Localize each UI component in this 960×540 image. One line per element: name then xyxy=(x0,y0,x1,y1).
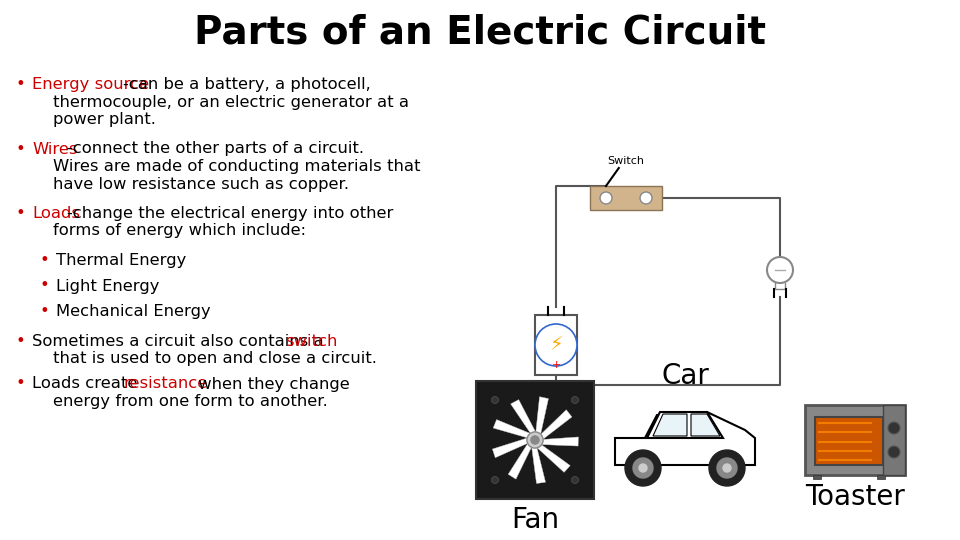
Text: -change the electrical energy into other: -change the electrical energy into other xyxy=(67,206,394,221)
FancyBboxPatch shape xyxy=(535,315,577,375)
Text: Fan: Fan xyxy=(511,506,559,534)
Circle shape xyxy=(723,464,731,472)
Polygon shape xyxy=(511,400,537,434)
FancyBboxPatch shape xyxy=(815,417,883,465)
Text: Mechanical Energy: Mechanical Energy xyxy=(56,304,211,319)
Text: -can be a battery, a photocell,: -can be a battery, a photocell, xyxy=(123,77,371,92)
FancyBboxPatch shape xyxy=(883,405,905,475)
FancyBboxPatch shape xyxy=(590,186,662,210)
FancyBboxPatch shape xyxy=(476,381,594,499)
Text: •: • xyxy=(15,77,25,92)
Polygon shape xyxy=(647,412,723,438)
Polygon shape xyxy=(615,412,755,465)
Text: +: + xyxy=(551,360,561,370)
Circle shape xyxy=(600,192,612,204)
Polygon shape xyxy=(508,442,532,479)
Text: Car: Car xyxy=(661,362,708,390)
Polygon shape xyxy=(537,444,570,472)
Text: Loads create: Loads create xyxy=(32,376,143,392)
Text: Sometimes a circuit also contains a: Sometimes a circuit also contains a xyxy=(32,334,329,348)
Text: switch: switch xyxy=(285,334,337,348)
Circle shape xyxy=(492,396,498,403)
Circle shape xyxy=(625,450,661,486)
Polygon shape xyxy=(532,446,545,483)
Text: •: • xyxy=(15,334,25,348)
Text: •: • xyxy=(15,141,25,157)
Circle shape xyxy=(640,192,652,204)
Text: ⚡: ⚡ xyxy=(549,335,563,354)
Text: •: • xyxy=(39,279,49,294)
Polygon shape xyxy=(540,437,578,446)
FancyBboxPatch shape xyxy=(877,475,885,479)
Text: Wires are made of conducting materials that: Wires are made of conducting materials t… xyxy=(32,159,420,174)
Text: energy from one form to another.: energy from one form to another. xyxy=(32,394,327,409)
Text: thermocouple, or an electric generator at a: thermocouple, or an electric generator a… xyxy=(32,94,409,110)
Polygon shape xyxy=(492,437,529,458)
Text: have low resistance such as copper.: have low resistance such as copper. xyxy=(32,177,349,192)
Circle shape xyxy=(717,458,737,478)
Text: Thermal Energy: Thermal Energy xyxy=(56,253,186,268)
Text: •: • xyxy=(15,206,25,221)
Polygon shape xyxy=(540,410,572,440)
FancyBboxPatch shape xyxy=(805,405,905,475)
Circle shape xyxy=(492,476,498,483)
Polygon shape xyxy=(691,414,720,436)
Circle shape xyxy=(535,324,577,366)
Text: Parts of an Electric Circuit: Parts of an Electric Circuit xyxy=(194,13,766,51)
Text: •: • xyxy=(39,304,49,319)
Circle shape xyxy=(571,476,579,483)
Text: •: • xyxy=(15,376,25,392)
Circle shape xyxy=(709,450,745,486)
Circle shape xyxy=(767,257,793,283)
Circle shape xyxy=(527,432,543,448)
Polygon shape xyxy=(536,397,548,436)
Text: Loads: Loads xyxy=(32,206,80,221)
Circle shape xyxy=(633,458,653,478)
Circle shape xyxy=(888,446,900,458)
Polygon shape xyxy=(653,414,687,436)
Text: Switch: Switch xyxy=(608,156,644,166)
Circle shape xyxy=(888,422,900,434)
Text: •: • xyxy=(39,253,49,268)
Text: -connect the other parts of a circuit.: -connect the other parts of a circuit. xyxy=(67,141,364,157)
Text: Light Energy: Light Energy xyxy=(56,279,159,294)
Text: Toaster: Toaster xyxy=(805,483,905,511)
Circle shape xyxy=(639,464,647,472)
Text: forms of energy which include:: forms of energy which include: xyxy=(32,224,306,239)
Circle shape xyxy=(531,436,540,444)
Text: resistance: resistance xyxy=(123,376,207,392)
Text: power plant.: power plant. xyxy=(32,112,156,127)
Polygon shape xyxy=(493,420,532,438)
Text: that is used to open and close a circuit.: that is used to open and close a circuit… xyxy=(32,351,377,366)
FancyBboxPatch shape xyxy=(813,475,821,479)
Circle shape xyxy=(571,396,579,403)
Text: when they change: when they change xyxy=(194,376,350,392)
Text: Energy source: Energy source xyxy=(32,77,149,92)
Text: Wires: Wires xyxy=(32,141,78,157)
